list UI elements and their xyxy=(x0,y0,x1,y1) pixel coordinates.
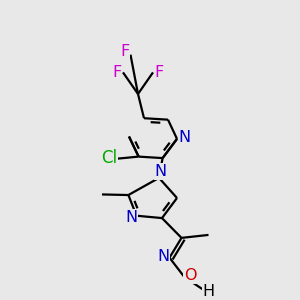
Text: N: N xyxy=(154,164,166,179)
Text: N: N xyxy=(125,210,137,225)
Text: F: F xyxy=(112,65,122,80)
Text: N: N xyxy=(178,130,190,145)
Text: F: F xyxy=(120,44,129,59)
Text: N: N xyxy=(158,249,169,264)
Text: Cl: Cl xyxy=(101,148,118,166)
Text: F: F xyxy=(154,65,164,80)
Text: O: O xyxy=(184,268,197,283)
Text: H: H xyxy=(202,284,214,299)
